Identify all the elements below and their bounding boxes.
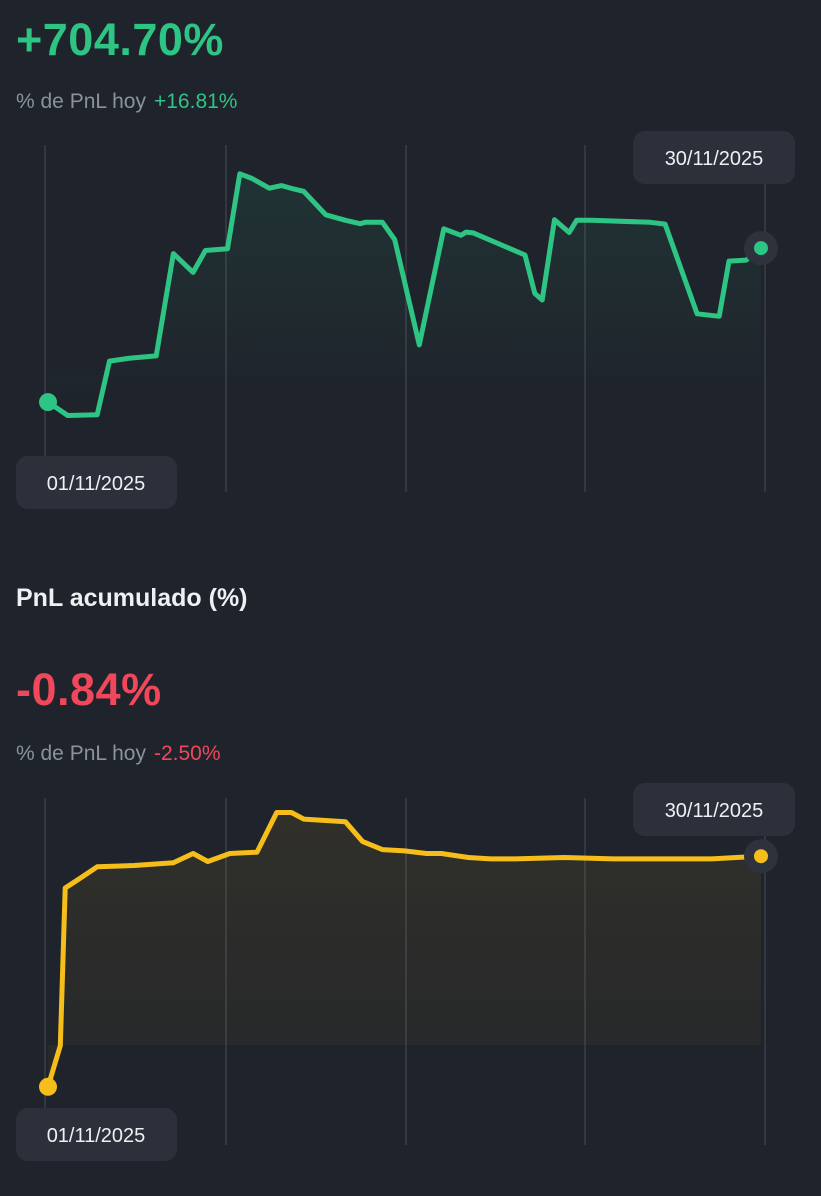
end-date-label: 30/11/2025 [665, 148, 764, 170]
cumulative-today-label: % de PnL hoy [16, 742, 146, 765]
pnl-today-value: +16.81% [153, 90, 238, 113]
end-date-tooltip: 30/11/2025 [633, 131, 795, 184]
chart-area-fill [48, 173, 761, 416]
cumulative-today-line: % de PnL hoy -2.50% [16, 742, 221, 766]
start-date-tooltip: 01/11/2025 [16, 1108, 177, 1161]
start-date-label: 01/11/2025 [47, 1125, 146, 1147]
cumulative-pnl-line-chart[interactable]: 30/11/2025 01/11/2025 [0, 780, 821, 1180]
cumulative-today-value: -2.50% [153, 742, 221, 765]
end-date-label: 30/11/2025 [665, 800, 764, 822]
pnl-value-text: +704.70% [16, 14, 224, 65]
end-date-tooltip: 30/11/2025 [633, 783, 795, 836]
pnl-today-label: % de PnL hoy [16, 90, 146, 113]
chart-area-fill [48, 812, 761, 1087]
cumulative-pnl-value: -0.84% [16, 664, 162, 716]
start-date-tooltip: 01/11/2025 [16, 456, 177, 509]
cumulative-pnl-value-text: -0.84% [16, 664, 162, 715]
chart-series-line [45, 810, 764, 1090]
pnl-value: +704.70% [16, 14, 224, 66]
chart-series-line [45, 171, 764, 418]
start-date-label: 01/11/2025 [47, 473, 146, 495]
pnl-today-line: % de PnL hoy +16.81% [16, 90, 237, 114]
chart-start-point[interactable] [39, 393, 57, 412]
pnl-line-chart[interactable]: 30/11/2025 01/11/2025 [0, 0, 821, 520]
section-title: PnL acumulado (%) [16, 584, 248, 612]
chart-start-point[interactable] [39, 1077, 57, 1096]
chart-end-point[interactable] [754, 849, 768, 864]
chart-end-point[interactable] [754, 241, 768, 256]
